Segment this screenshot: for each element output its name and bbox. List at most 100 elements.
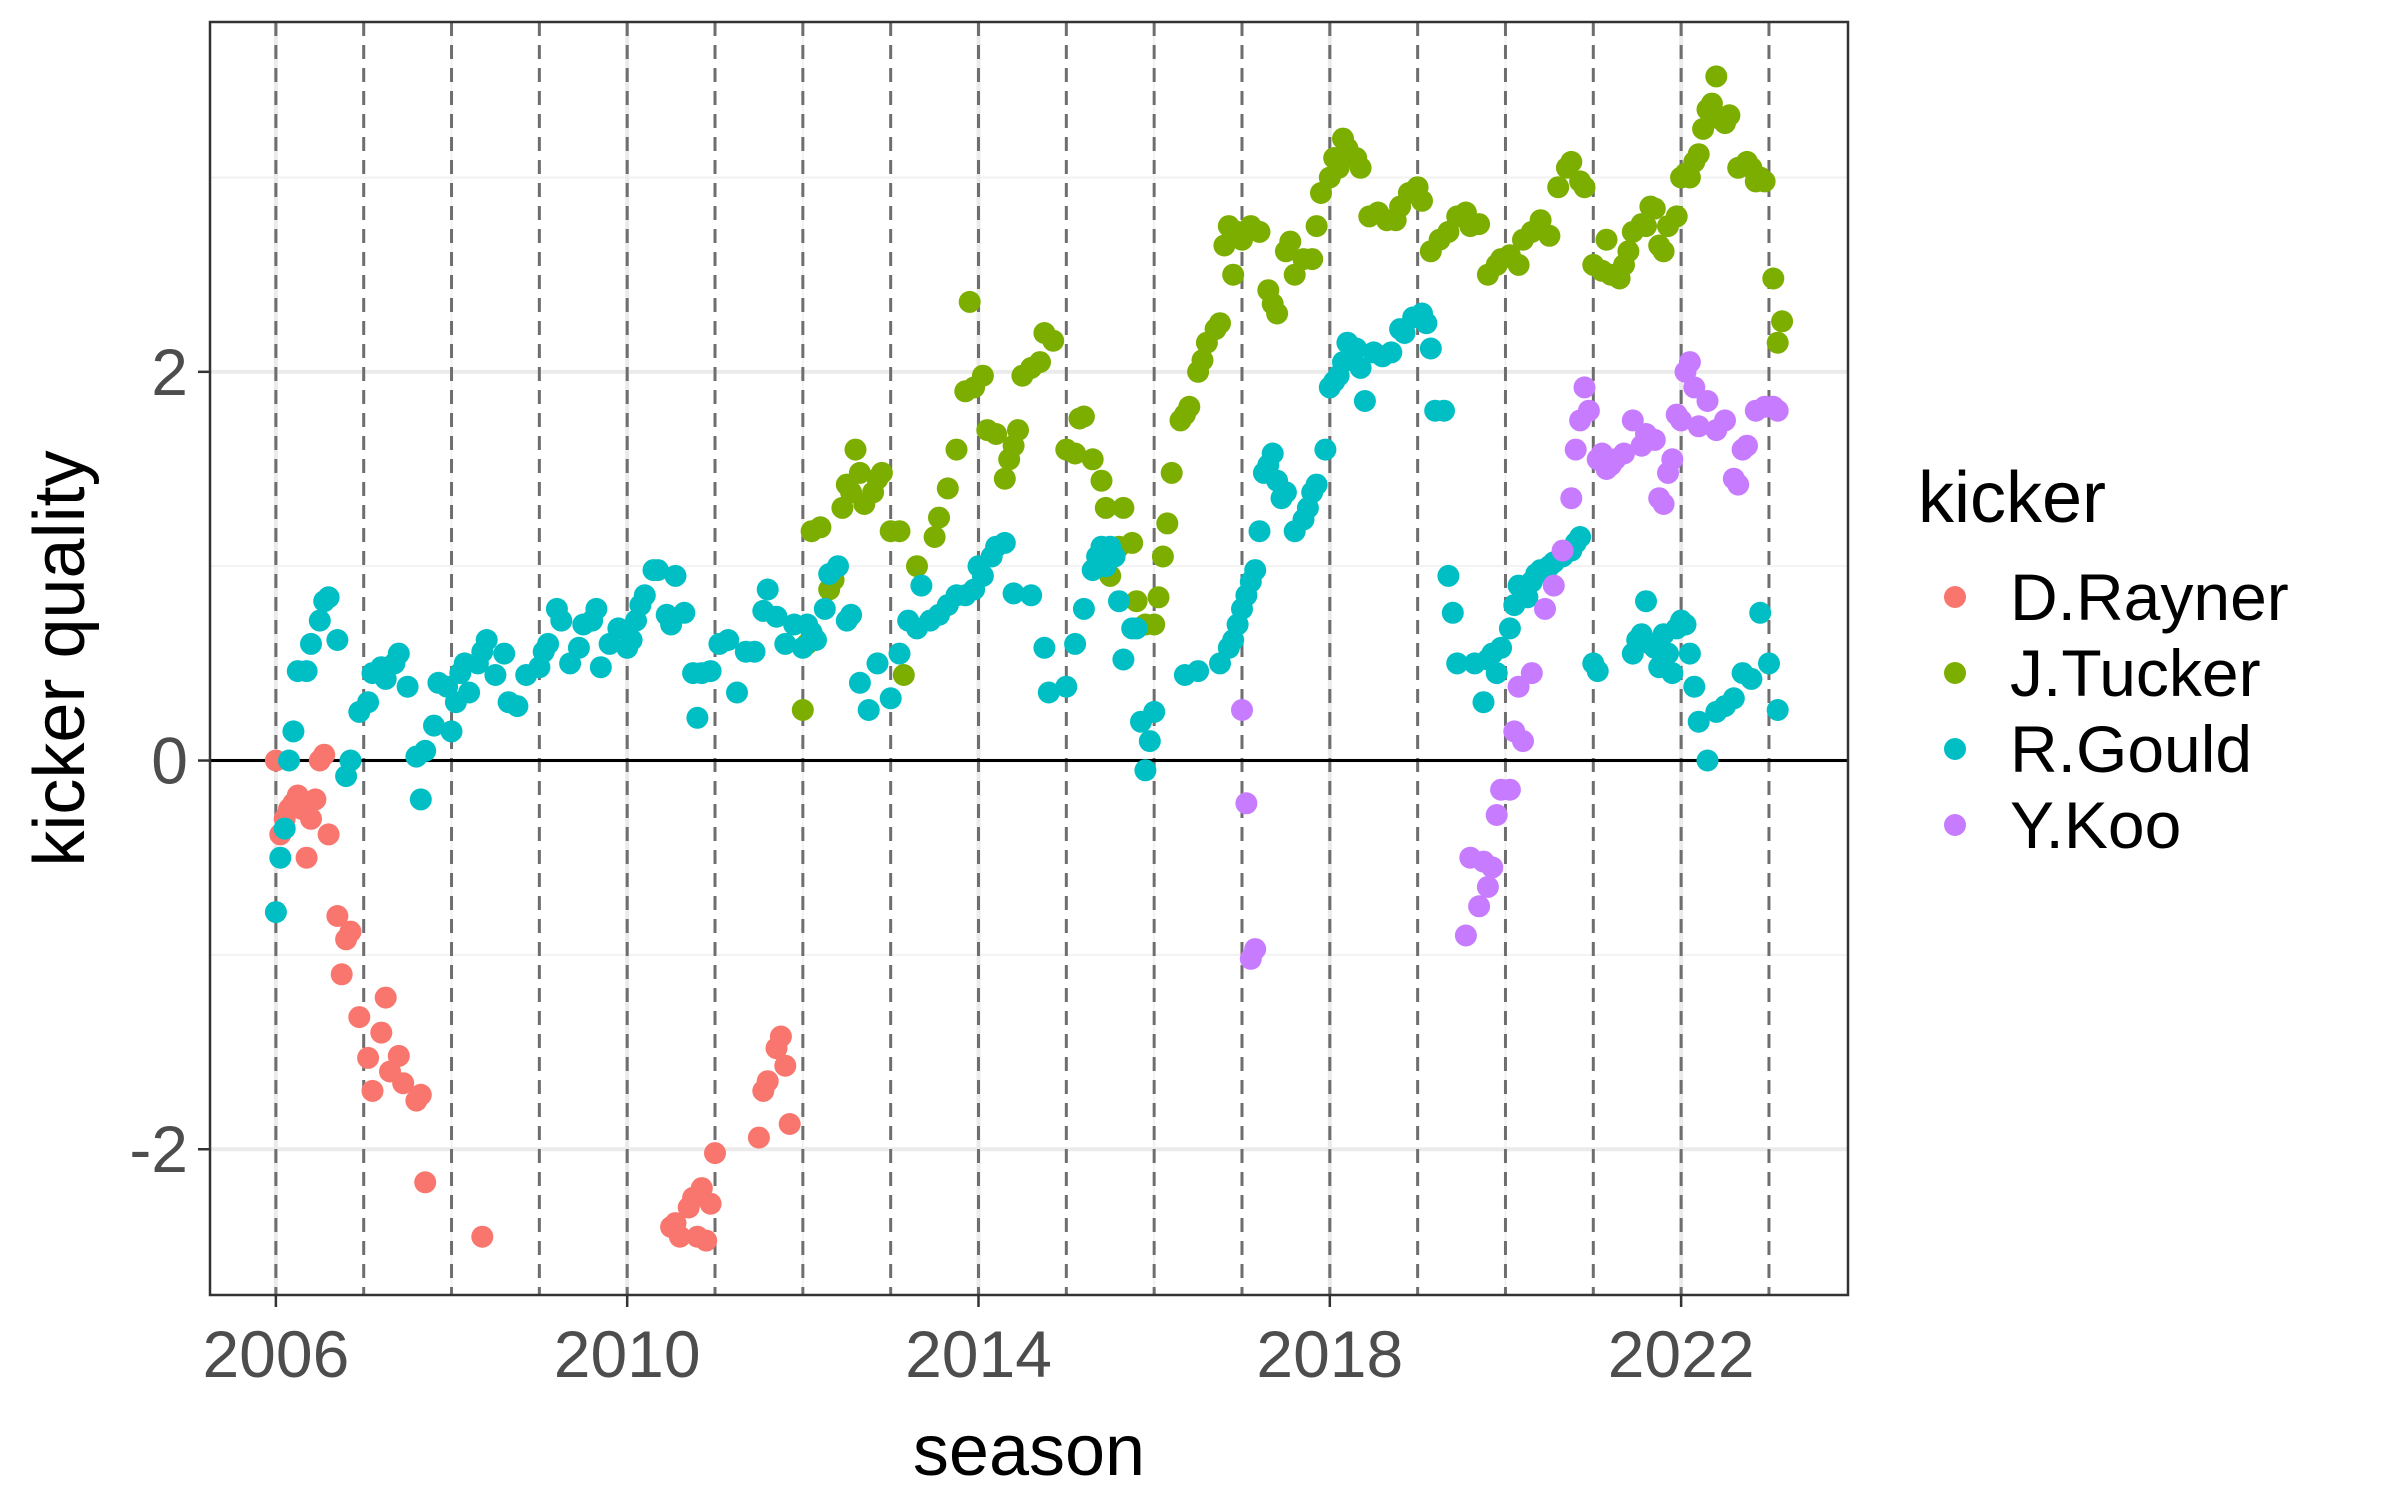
data-point-d-rayner	[317, 823, 340, 846]
x-tick-label: 2022	[1608, 1317, 1755, 1391]
data-point-r-gould	[1274, 481, 1297, 504]
data-point-r-gould	[1415, 312, 1438, 335]
season-boundary-lines	[274, 22, 1771, 1295]
data-point-r-gould	[295, 660, 318, 683]
data-point-r-gould	[1072, 597, 1095, 620]
legend-title: kicker	[1918, 458, 2106, 538]
data-point-r-gould	[840, 603, 863, 626]
x-axis-ticks: 2006 2010 2014 2018 2022	[202, 1295, 1755, 1391]
data-point-r-gould	[813, 597, 836, 620]
data-point-j-tucker	[1705, 65, 1728, 88]
data-point-r-gould	[1446, 652, 1469, 675]
data-point-y-koo	[1670, 409, 1693, 432]
data-points	[264, 65, 1794, 1252]
data-point-r-gould	[1674, 613, 1697, 636]
data-point-j-tucker	[1191, 349, 1214, 372]
data-point-j-tucker	[1718, 104, 1741, 127]
data-point-r-gould	[805, 629, 827, 651]
data-point-r-gould	[475, 629, 498, 651]
data-point-r-gould	[756, 578, 779, 601]
data-point-r-gould	[1433, 399, 1455, 422]
data-point-y-koo	[1560, 487, 1583, 510]
data-point-y-koo	[1687, 415, 1710, 438]
data-point-r-gould	[1380, 341, 1403, 364]
data-point-r-gould	[993, 531, 1016, 554]
legend-key-j-tucker	[1944, 662, 1966, 684]
data-point-j-tucker	[870, 461, 893, 484]
data-point-r-gould	[646, 559, 669, 582]
data-point-j-tucker	[993, 467, 1016, 490]
data-point-j-tucker	[1125, 590, 1148, 613]
data-point-j-tucker	[1617, 240, 1640, 263]
data-point-y-koo	[1564, 438, 1587, 461]
legend-label-j-tucker: J.Tucker	[2010, 636, 2261, 710]
data-point-r-gould	[1766, 699, 1789, 721]
y-axis-ticks: -2 0 2	[129, 335, 210, 1186]
data-point-r-gould	[1490, 636, 1513, 659]
data-point-r-gould	[633, 584, 656, 607]
data-point-j-tucker	[844, 438, 867, 461]
data-point-j-tucker	[1305, 215, 1328, 238]
data-point-d-rayner	[414, 1171, 437, 1194]
data-point-d-rayner	[361, 1079, 384, 1102]
data-point-r-gould	[1758, 652, 1780, 675]
data-point-r-gould	[827, 555, 849, 578]
data-point-r-gould	[765, 605, 788, 628]
panel-border	[208, 20, 1850, 1297]
data-point-d-rayner	[778, 1113, 801, 1135]
data-point-r-gould	[278, 749, 300, 772]
data-point-r-gould	[1055, 675, 1078, 698]
data-point-r-gould	[879, 687, 902, 710]
data-point-j-tucker	[1209, 312, 1231, 335]
data-point-j-tucker	[958, 290, 981, 313]
legend-label-r-gould: R.Gould	[2010, 712, 2252, 786]
data-point-j-tucker	[1090, 469, 1113, 492]
data-point-j-tucker	[906, 555, 928, 578]
legend-key-r-gould	[1944, 738, 1966, 760]
data-point-y-koo	[1727, 473, 1750, 496]
data-point-r-gould	[1661, 662, 1684, 685]
data-point-d-rayner	[300, 807, 322, 830]
data-point-r-gould	[1441, 601, 1464, 624]
data-point-j-tucker	[1178, 395, 1201, 418]
data-point-r-gould	[1187, 660, 1210, 683]
data-point-d-rayner	[374, 986, 397, 1009]
data-point-r-gould	[1134, 759, 1157, 782]
data-point-r-gould	[537, 632, 560, 655]
data-point-r-gould	[1498, 617, 1521, 640]
data-point-j-tucker	[1042, 329, 1065, 352]
data-point-r-gould	[686, 706, 709, 729]
data-point-r-gould	[1472, 691, 1495, 714]
data-point-r-gould	[1586, 660, 1609, 683]
data-point-j-tucker	[1121, 531, 1144, 554]
legend-key-y-koo	[1944, 814, 1966, 836]
data-point-r-gould	[357, 691, 380, 714]
data-point-j-tucker	[1151, 545, 1174, 568]
data-point-j-tucker	[1766, 331, 1789, 354]
data-point-d-rayner	[370, 1021, 393, 1044]
data-point-r-gould	[1033, 636, 1056, 659]
data-point-y-koo	[1696, 390, 1719, 412]
legend-key-d-rayner	[1944, 586, 1966, 608]
data-point-r-gould	[1143, 700, 1166, 723]
data-point-d-rayner	[769, 1025, 792, 1048]
data-point-r-gould	[589, 656, 612, 679]
data-point-r-gould	[550, 609, 573, 632]
data-point-r-gould	[1261, 442, 1284, 465]
data-point-r-gould	[1437, 564, 1460, 587]
data-point-j-tucker	[892, 664, 915, 686]
data-point-j-tucker	[1595, 228, 1618, 251]
data-point-y-koo	[1507, 675, 1530, 698]
data-point-y-koo	[1643, 428, 1666, 451]
data-point-r-gould	[1248, 520, 1271, 543]
data-point-r-gould	[567, 636, 590, 659]
data-point-j-tucker	[1687, 143, 1710, 166]
data-point-j-tucker	[1266, 302, 1289, 325]
data-point-j-tucker	[1349, 156, 1372, 179]
data-point-j-tucker	[1112, 496, 1135, 519]
data-point-r-gould	[1419, 337, 1442, 360]
data-point-r-gould	[1305, 473, 1328, 496]
data-point-r-gould	[1314, 438, 1337, 461]
x-tick-label: 2006	[202, 1317, 349, 1391]
